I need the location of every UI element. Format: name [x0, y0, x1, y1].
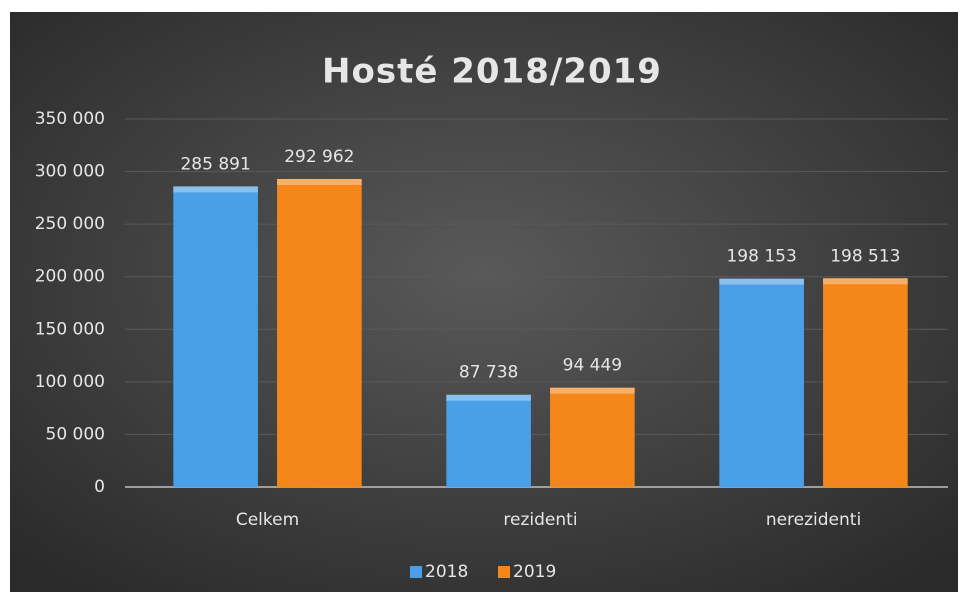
bar — [446, 394, 531, 487]
y-tick-label: 350 000 — [35, 109, 105, 129]
data-label: 94 449 — [563, 356, 622, 376]
x-tick-label: nerezidenti — [766, 510, 861, 530]
y-tick-label: 50 000 — [46, 424, 105, 444]
bar — [823, 278, 908, 487]
chart-background — [10, 12, 958, 592]
x-tick-label: Celkem — [236, 510, 299, 530]
chart-title: Hosté 2018/2019 — [322, 52, 662, 92]
y-tick-label: 300 000 — [35, 162, 105, 182]
legend-swatch — [498, 566, 510, 578]
bar-bevel — [446, 394, 531, 401]
bar-bevel — [173, 186, 258, 193]
bar — [550, 387, 635, 487]
y-tick-label: 0 — [94, 477, 105, 497]
y-tick-label: 250 000 — [35, 214, 105, 234]
bar — [277, 178, 362, 488]
data-label: 87 738 — [459, 363, 518, 383]
bar-bevel — [550, 387, 635, 394]
x-tick-label: rezidenti — [503, 510, 577, 530]
data-label: 292 962 — [284, 147, 354, 167]
legend-swatch — [410, 566, 422, 578]
y-tick-label: 150 000 — [35, 319, 105, 339]
bar-bevel — [277, 178, 362, 185]
bar — [173, 186, 258, 487]
legend-label: 2019 — [513, 562, 556, 582]
bar — [719, 278, 804, 487]
bar-bevel — [719, 278, 804, 285]
data-label: 198 513 — [830, 246, 900, 266]
data-label: 285 891 — [180, 154, 250, 174]
y-tick-label: 100 000 — [35, 372, 105, 392]
bar-bevel — [823, 278, 908, 285]
data-label: 198 153 — [726, 247, 796, 267]
legend-label: 2018 — [425, 562, 468, 582]
y-tick-label: 200 000 — [35, 267, 105, 287]
